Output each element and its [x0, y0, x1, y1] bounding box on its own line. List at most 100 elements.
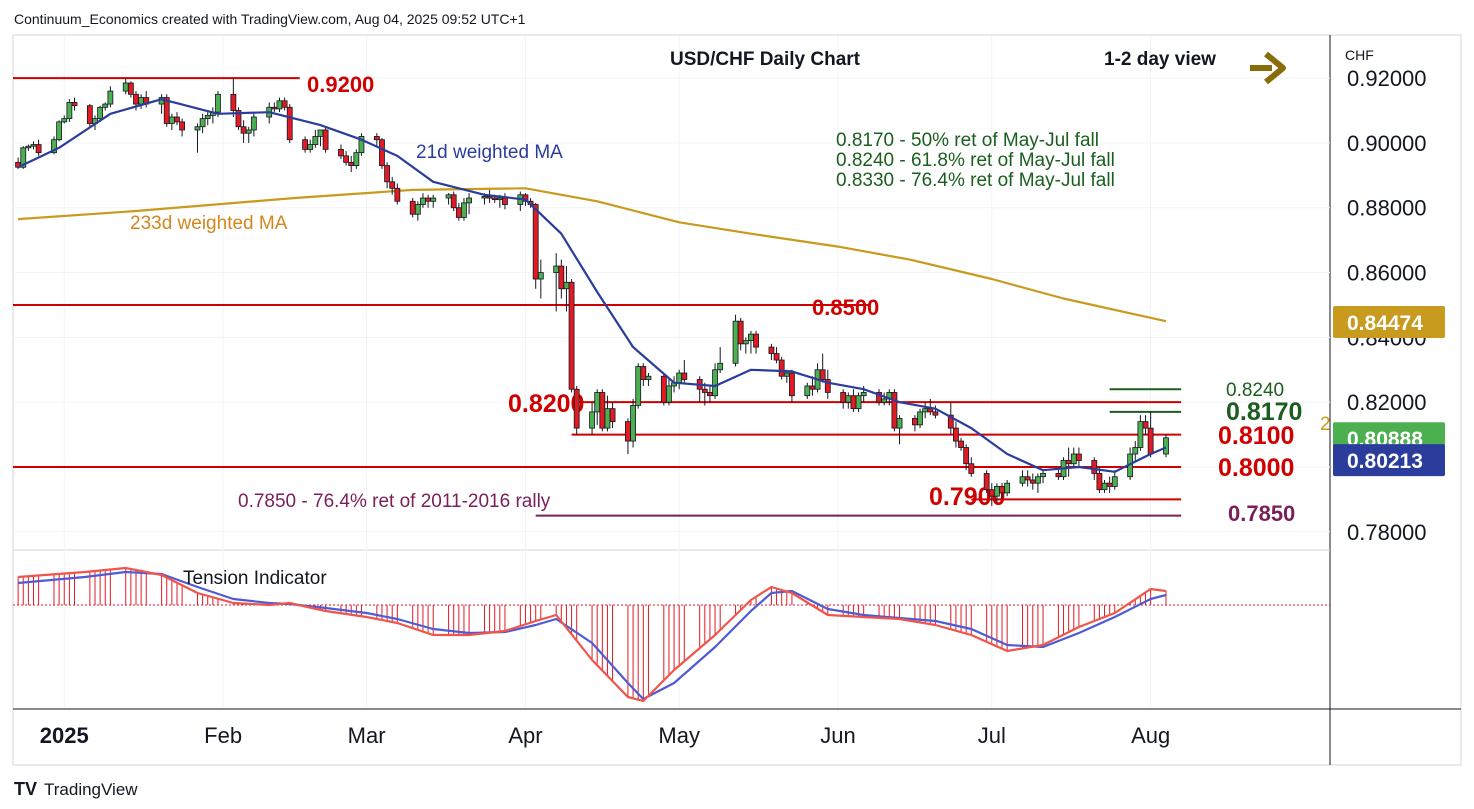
candle-body-117 [850, 395, 857, 410]
candle-body-109 [789, 372, 795, 397]
y-tick-label-0: 0.92000 [1347, 66, 1427, 91]
candle-body-37 [276, 100, 283, 110]
candle-body-7 [61, 118, 68, 123]
candle-body-45 [338, 149, 344, 157]
tension-slow-line [18, 570, 1167, 701]
candle-body-33 [245, 129, 252, 134]
candle-body-34 [250, 116, 257, 131]
chart-credit: Continuum_Economics created with Trading… [14, 11, 526, 27]
price-tag-label-2: 0.80213 [1347, 450, 1423, 473]
level-label-0-7900: 0.7900 [929, 483, 1005, 511]
candle-body-159 [1147, 427, 1154, 455]
level-label-0-8000: 0.8000 [1218, 454, 1294, 482]
time-axis: 2025 Feb Mar Apr May Jun Jul Aug [40, 723, 1170, 748]
x-tick-label-4: May [658, 723, 700, 748]
candle-body-85 [625, 421, 631, 442]
candle-body-38 [281, 100, 288, 108]
x-tick-label-6: Jul [978, 723, 1006, 748]
candle-body-91 [666, 385, 672, 403]
level-label-0-9200: 0.9200 [307, 72, 374, 97]
candle-body-143 [1035, 476, 1041, 484]
candle-body-132 [958, 440, 964, 448]
candle-body-46 [343, 155, 349, 163]
candle-body-97 [707, 392, 713, 397]
right-arrow-icon [1250, 51, 1286, 85]
y-tick-label-3: 0.86000 [1347, 261, 1427, 286]
level-label-0-7850: 0.7850 [1228, 501, 1295, 526]
candle-body-82 [599, 392, 606, 429]
tradingview-logo-icon: TV [14, 779, 37, 799]
y-tick-label-7: 0.78000 [1347, 520, 1427, 545]
candle-body-68 [496, 197, 503, 201]
candle-body-119 [860, 392, 867, 397]
candle-body-153 [1106, 482, 1113, 487]
candle-body-111 [809, 385, 816, 390]
candle-body-121 [881, 398, 888, 403]
candle-body-123 [891, 392, 898, 429]
x-tick-label-3: Apr [508, 723, 542, 748]
view-label: 1-2 day view [1104, 49, 1216, 70]
x-tick-label-1: Feb [204, 723, 242, 748]
fib-note-618: 0.8240 - 61.8% ret of May-Jul fall [836, 150, 1115, 171]
level-label-0-8170: 0.8170 [1226, 398, 1302, 426]
candle-body-1 [20, 147, 27, 168]
candle-body-29 [215, 93, 221, 113]
candle-body-114 [824, 379, 831, 393]
candle-body-93 [676, 372, 683, 384]
candle-body-130 [947, 414, 954, 429]
candle-body-100 [732, 320, 739, 364]
candle-body-149 [1075, 453, 1082, 461]
candle-body-160 [1163, 437, 1169, 455]
candle-body-89 [645, 375, 652, 380]
candle-body-126 [917, 411, 923, 426]
candle-body-108 [783, 372, 790, 377]
tension-fast-line [18, 566, 1167, 703]
candle-body-156 [1132, 447, 1139, 455]
candle-body-104 [753, 333, 759, 348]
ma233-layer [18, 187, 1167, 323]
level-label-0-8100: 0.8100 [1218, 422, 1294, 450]
candle-body-54 [394, 187, 401, 202]
candle-body-41 [307, 144, 314, 150]
candle-body-14 [107, 90, 114, 105]
ma21-layer [17, 98, 1167, 473]
candle-body-105 [768, 346, 775, 354]
candle-body-49 [358, 136, 365, 154]
candle-body-58 [425, 197, 431, 202]
candle-body-101 [737, 320, 744, 345]
candle-body-12 [97, 106, 104, 120]
rally-note: 0.7850 - 76.4% ret of 2011-2016 rally [238, 491, 551, 512]
candle-body-131 [953, 427, 959, 442]
level-label-0-8240: 0.8240 [1226, 380, 1284, 401]
candle-body-103 [748, 333, 754, 342]
candle-body-127 [922, 408, 929, 413]
candle-body-6 [56, 121, 63, 141]
candle-body-67 [491, 197, 498, 201]
ma233-line [18, 187, 1167, 323]
candle-body-141 [1024, 476, 1031, 481]
candle-body-88 [640, 366, 647, 380]
candle-body-63 [461, 202, 467, 218]
candle-body-53 [389, 181, 396, 189]
candle-body-4 [35, 144, 42, 154]
level-label-0-8200: 0.8200 [508, 390, 584, 418]
candle-body-83 [604, 408, 611, 429]
candle-body-77 [563, 281, 570, 290]
candle-body-136 [988, 489, 995, 497]
candle-body-23 [174, 116, 180, 123]
candle-body-79 [573, 388, 580, 429]
candle-body-2 [25, 145, 32, 149]
footer-brand: TradingView [44, 780, 138, 799]
candle-body-32 [240, 126, 247, 134]
candle-body-116 [845, 395, 852, 403]
fib-note-50: 0.8170 - 50% ret of May-Jul fall [836, 130, 1099, 151]
candle-body-135 [983, 473, 990, 491]
candle-body-39 [286, 106, 293, 141]
candle-body-50 [373, 136, 380, 141]
candle-body-102 [742, 340, 749, 345]
y-tick-label-1: 0.90000 [1347, 131, 1427, 156]
candle-body-125 [912, 417, 918, 426]
candle-body-154 [1111, 476, 1118, 487]
candle-body-59 [430, 197, 437, 202]
